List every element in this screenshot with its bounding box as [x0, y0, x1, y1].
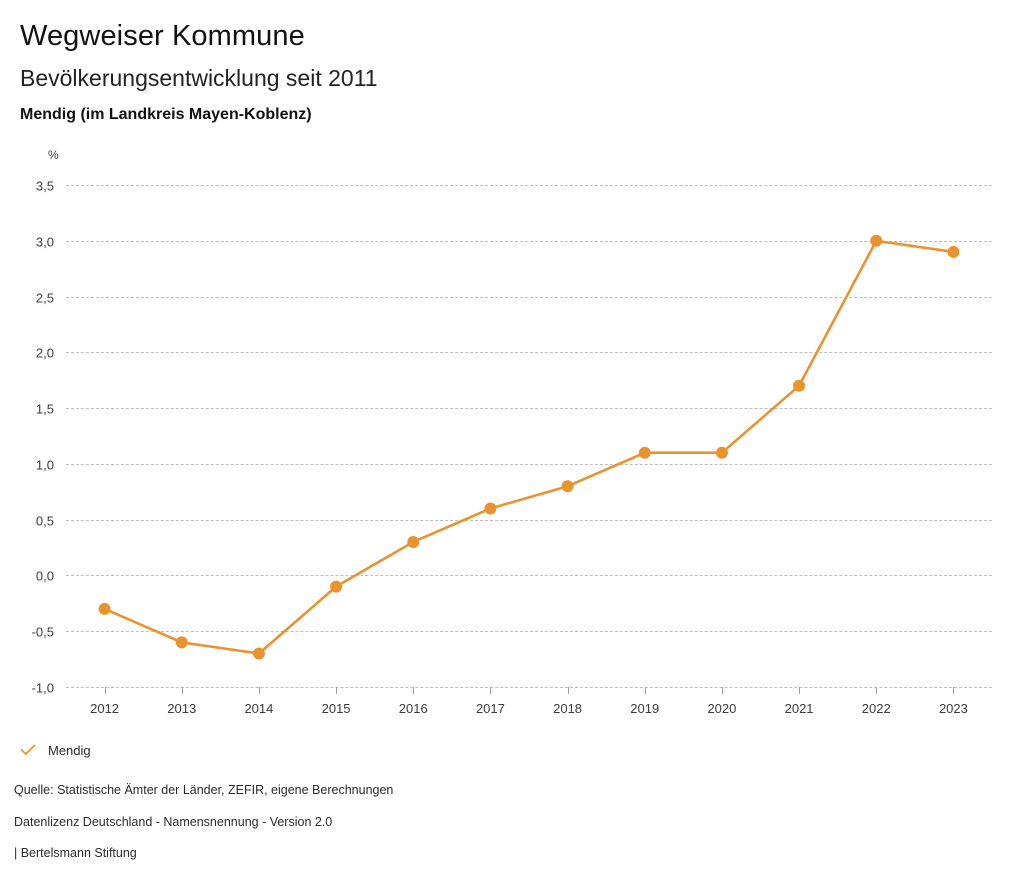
x-axis-tick-mark	[413, 687, 415, 694]
gridline: 2,5	[36, 290, 992, 305]
x-axis-tick-mark	[721, 687, 723, 694]
series-line-mendig	[98, 234, 960, 660]
y-axis-tick-label: 3,0	[35, 234, 54, 250]
x-axis-tick-label: 2017	[475, 701, 505, 716]
data-point[interactable]	[484, 502, 497, 515]
gridline: -1,0	[32, 681, 992, 696]
y-axis-tick-label: 0,0	[35, 568, 54, 584]
page-title: Wegweiser Kommune	[20, 20, 305, 52]
footer-license: Datenlizenz Deutschland - Namensnennung …	[14, 814, 333, 829]
gridline: 3,5	[36, 179, 992, 194]
chart-legend[interactable]: Mendig	[20, 742, 91, 758]
plot-area: 3,5 3,0 2,5 2,0 1,5 1,0 0,5 0,0 -0,5 -1,0 2012 201…	[32, 179, 992, 716]
check-icon[interactable]	[20, 742, 36, 758]
x-axis-tick-mark	[104, 687, 106, 694]
x-axis-tick-label: 2022	[861, 701, 891, 716]
x-axis-tick-mark	[799, 687, 801, 694]
x-axis-tick-label: 2013	[167, 701, 197, 716]
x-axis-tick-label: 2023	[938, 701, 968, 716]
series-path	[103, 239, 955, 655]
x-axis-tick-mark	[567, 687, 569, 694]
x-axis-tick-mark	[490, 687, 492, 694]
y-axis-unit-label: %	[48, 148, 59, 162]
data-point[interactable]	[561, 480, 574, 493]
page-subtitle: Bevölkerungsentwicklung seit 2011	[20, 65, 378, 91]
data-point[interactable]	[870, 234, 883, 247]
footer-publisher: | Bertelsmann Stiftung	[14, 846, 137, 860]
data-point[interactable]	[407, 535, 420, 548]
legend-item-label-mendig[interactable]: Mendig	[48, 742, 91, 758]
y-axis-tick-label: -0,5	[31, 624, 54, 640]
data-point[interactable]	[330, 580, 343, 593]
x-axis-tick-label: 2012	[90, 701, 120, 716]
gridline: 0,5	[36, 513, 992, 528]
y-axis-tick-label: 3,5	[35, 178, 54, 194]
x-axis-tick-label: 2021	[784, 701, 814, 716]
y-axis-tick-label: 2,5	[35, 290, 54, 306]
x-axis-tick-mark	[336, 687, 338, 694]
y-axis-tick-label: 1,0	[35, 457, 54, 473]
data-point[interactable]	[98, 602, 111, 615]
gridline: 0,0	[36, 569, 992, 584]
chart-footer: Quelle: Statistische Ämter der Länder, Z…	[14, 784, 1004, 879]
chart: % 3,5 3,0 2,5 2,0 1,5 1,0 0,5 0,0 -0,5 -1,0 2012 2…	[0, 140, 1024, 730]
x-axis-tick-label: 2020	[707, 701, 737, 716]
gridline: 1,0	[36, 457, 992, 472]
y-axis-tick-label: 2,0	[35, 345, 54, 361]
data-point[interactable]	[638, 446, 651, 459]
gridline: 1,5	[36, 402, 992, 417]
location-label: Mendig (im Landkreis Mayen-Koblenz)	[20, 106, 312, 123]
x-axis-tick-mark	[644, 687, 646, 694]
page-header: Wegweiser Kommune Bevölkerungsentwicklun…	[20, 0, 1004, 123]
x-axis-tick-label: 2016	[398, 701, 428, 716]
gridline: 2,0	[36, 346, 992, 361]
x-axis-tick-label: 2014	[244, 701, 274, 716]
y-axis-tick-label: 1,5	[35, 401, 54, 417]
x-axis-tick-label: 2018	[553, 701, 583, 716]
data-point[interactable]	[793, 379, 806, 392]
gridline: -0,5	[32, 625, 992, 640]
data-point[interactable]	[252, 647, 265, 660]
footer-source: Quelle: Statistische Ämter der Länder, Z…	[14, 783, 394, 797]
gridline: 3,0	[36, 234, 992, 249]
data-point[interactable]	[947, 245, 960, 258]
x-axis-tick-mark	[876, 687, 878, 694]
x-axis-tick-mark	[953, 687, 955, 694]
x-axis-tick-mark	[181, 687, 183, 694]
y-axis-tick-label: 0,5	[35, 513, 54, 529]
x-axis-tick-label: 2015	[321, 701, 351, 716]
x-axis-tick-mark	[258, 687, 260, 694]
data-point[interactable]	[715, 446, 728, 459]
x-axis-tick-label: 2019	[630, 701, 660, 716]
data-point[interactable]	[175, 636, 188, 649]
y-axis-tick-label: -1,0	[31, 680, 54, 696]
